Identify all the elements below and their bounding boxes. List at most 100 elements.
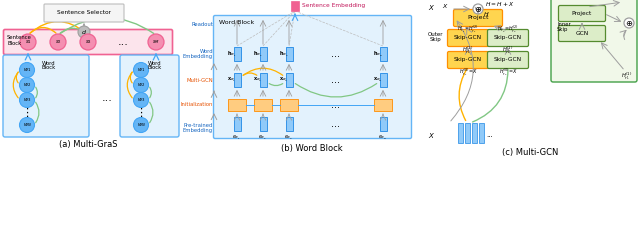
Circle shape — [19, 118, 35, 133]
Text: ...: ... — [330, 49, 339, 59]
Text: ⋮: ⋮ — [136, 108, 147, 118]
Text: Inner
Skip: Inner Skip — [557, 22, 571, 32]
Bar — [380, 73, 387, 87]
Bar — [260, 73, 267, 87]
Circle shape — [80, 34, 96, 50]
Text: ⋮: ⋮ — [21, 108, 33, 118]
Bar — [234, 73, 241, 87]
Text: Skip-GCN: Skip-GCN — [454, 58, 482, 63]
Bar — [472, 123, 477, 143]
Text: Sentence Embedding: Sentence Embedding — [302, 4, 365, 8]
Bar — [260, 117, 267, 131]
FancyBboxPatch shape — [488, 30, 529, 47]
Bar — [286, 47, 293, 61]
Text: $s_2$: $s_2$ — [54, 38, 61, 46]
Text: Skip-GCN: Skip-GCN — [494, 35, 522, 40]
Text: $H_{r_1}^{(1)}$: $H_{r_1}^{(1)}$ — [462, 44, 474, 56]
Circle shape — [78, 26, 90, 38]
Bar — [286, 117, 293, 131]
Text: $H_{r_2}^{(0)}\!=\!X$: $H_{r_2}^{(0)}\!=\!X$ — [499, 66, 517, 78]
Text: Block: Block — [148, 65, 163, 70]
Text: Sentence
Block: Sentence Block — [7, 35, 32, 46]
Text: GCN: GCN — [575, 31, 589, 36]
Bar — [380, 117, 387, 131]
Text: $s_3$: $s_3$ — [84, 38, 92, 46]
Text: Project: Project — [572, 11, 592, 16]
FancyBboxPatch shape — [3, 30, 173, 55]
Circle shape — [134, 118, 148, 133]
Text: $\oplus$: $\oplus$ — [625, 19, 633, 27]
Text: $w_2$: $w_2$ — [137, 81, 145, 89]
Bar — [479, 123, 484, 143]
Text: $H_{r_2}^{(2)}$: $H_{r_2}^{(2)}$ — [620, 0, 630, 2]
Circle shape — [50, 34, 66, 50]
Text: Project: Project — [467, 16, 489, 20]
FancyBboxPatch shape — [447, 51, 488, 68]
Text: $\oplus$: $\oplus$ — [474, 4, 482, 13]
Circle shape — [19, 78, 35, 93]
Text: $e_{w_3}$: $e_{w_3}$ — [284, 133, 294, 141]
Text: $\mathbf{x}_{w_2}$: $\mathbf{x}_{w_2}$ — [253, 76, 262, 84]
Bar — [280, 99, 298, 111]
Text: $s_M$: $s_M$ — [152, 38, 160, 46]
Text: Block: Block — [42, 65, 56, 70]
Text: (c) Multi-GCN: (c) Multi-GCN — [502, 149, 558, 157]
Text: $\mathbf{x}_{w_N}$: $\mathbf{x}_{w_N}$ — [373, 76, 383, 84]
Text: ...: ... — [118, 37, 129, 47]
Bar — [254, 99, 272, 111]
Text: $X$: $X$ — [428, 130, 436, 140]
Bar — [291, 1, 299, 11]
Bar — [234, 117, 241, 131]
Bar — [260, 47, 267, 61]
Text: $w_N$: $w_N$ — [136, 121, 145, 129]
Text: (b) Word Block: (b) Word Block — [281, 144, 343, 153]
Text: $\mathbf{h}_{w_3}$: $\mathbf{h}_{w_3}$ — [279, 49, 289, 59]
Circle shape — [20, 34, 36, 50]
Bar — [286, 73, 293, 87]
Text: Readout: Readout — [191, 23, 213, 27]
Text: $\mathbf{x}_{w_3}$: $\mathbf{x}_{w_3}$ — [279, 76, 289, 84]
FancyBboxPatch shape — [120, 55, 179, 137]
Text: $e_{w_2}$: $e_{w_2}$ — [259, 133, 268, 141]
Text: Pre-trained
Embedding: Pre-trained Embedding — [183, 123, 213, 133]
Bar — [380, 47, 387, 61]
Circle shape — [134, 63, 148, 78]
Text: $w_3$: $w_3$ — [23, 96, 31, 104]
Text: ...: ... — [330, 75, 339, 85]
Bar — [228, 99, 246, 111]
Circle shape — [473, 4, 483, 14]
FancyBboxPatch shape — [551, 0, 637, 82]
Text: (a) Multi-GraS: (a) Multi-GraS — [59, 140, 117, 149]
Text: ...: ... — [486, 132, 493, 138]
Text: $X$: $X$ — [442, 2, 449, 10]
FancyBboxPatch shape — [214, 16, 412, 138]
Bar — [374, 99, 392, 111]
Text: $w_1$: $w_1$ — [23, 66, 31, 74]
Text: Multi-GCN: Multi-GCN — [186, 78, 213, 82]
Text: Sentence Selector: Sentence Selector — [57, 11, 111, 16]
Text: Word Block: Word Block — [219, 20, 254, 25]
Text: $\mathbf{h}_{w_1}$: $\mathbf{h}_{w_1}$ — [227, 49, 237, 59]
Text: ...: ... — [102, 93, 113, 103]
Text: ...: ... — [330, 119, 339, 129]
Circle shape — [148, 34, 164, 50]
FancyBboxPatch shape — [447, 30, 488, 47]
Text: Word: Word — [42, 61, 56, 66]
Text: Skip-GCN: Skip-GCN — [494, 58, 522, 63]
Text: $\mathbf{h}_{w_2}$: $\mathbf{h}_{w_2}$ — [253, 49, 263, 59]
Text: $w_2$: $w_2$ — [23, 81, 31, 89]
Circle shape — [134, 78, 148, 93]
FancyBboxPatch shape — [3, 55, 89, 137]
FancyBboxPatch shape — [454, 9, 502, 27]
Text: $H_{r_2}\!=\!H_{r_2}^{(2)}$: $H_{r_2}\!=\!H_{r_2}^{(2)}$ — [497, 23, 519, 35]
Bar — [234, 47, 241, 61]
Text: $H = H + X$: $H = H + X$ — [485, 0, 515, 8]
FancyBboxPatch shape — [559, 5, 605, 21]
Text: ...: ... — [330, 100, 339, 110]
Circle shape — [134, 93, 148, 107]
Text: $\mathbf{x}_{w_1}$: $\mathbf{x}_{w_1}$ — [227, 76, 237, 84]
Text: $d$: $d$ — [81, 28, 87, 36]
Text: $H_{r_2}^{(1)}$: $H_{r_2}^{(1)}$ — [502, 44, 514, 56]
Text: $w_3$: $w_3$ — [137, 96, 145, 104]
Circle shape — [19, 93, 35, 107]
